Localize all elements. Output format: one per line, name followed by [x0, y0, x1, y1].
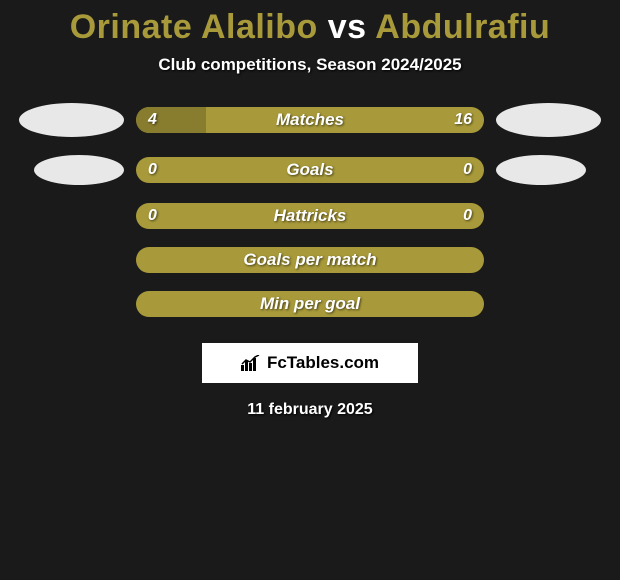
stat-label: Matches [136, 107, 484, 133]
brand-text: FcTables.com [267, 353, 379, 373]
stat-value-right: 0 [463, 203, 472, 229]
player2-badge [496, 103, 601, 137]
stat-row: Goals per match [0, 247, 620, 273]
comparison-infographic: Orinate Alalibo vs Abdulrafiu Club compe… [0, 0, 620, 419]
stat-row: 4Matches16 [0, 103, 620, 137]
stat-bar: 0Goals0 [136, 157, 484, 183]
stat-bar: 4Matches16 [136, 107, 484, 133]
chart-icon [241, 355, 261, 371]
date-label: 11 february 2025 [0, 401, 620, 419]
stat-value-right: 16 [454, 107, 472, 133]
stat-bar: Goals per match [136, 247, 484, 273]
player1-badge [34, 155, 124, 185]
player2-badge [496, 155, 586, 185]
stat-label: Hattricks [136, 203, 484, 229]
stat-row: 0Goals0 [0, 155, 620, 185]
player1-badge [19, 103, 124, 137]
stat-label: Goals per match [136, 247, 484, 273]
stat-row: Min per goal [0, 291, 620, 317]
page-title: Orinate Alalibo vs Abdulrafiu [0, 8, 620, 47]
stat-label: Min per goal [136, 291, 484, 317]
stat-bar: Min per goal [136, 291, 484, 317]
vs-label: vs [328, 8, 367, 46]
stat-label: Goals [136, 157, 484, 183]
player1-name: Orinate Alalibo [70, 8, 318, 46]
player2-name: Abdulrafiu [375, 8, 550, 46]
subtitle: Club competitions, Season 2024/2025 [0, 55, 620, 75]
brand-badge: FcTables.com [202, 343, 418, 383]
stat-value-right: 0 [463, 157, 472, 183]
stat-row: 0Hattricks0 [0, 203, 620, 229]
stat-bar: 0Hattricks0 [136, 203, 484, 229]
